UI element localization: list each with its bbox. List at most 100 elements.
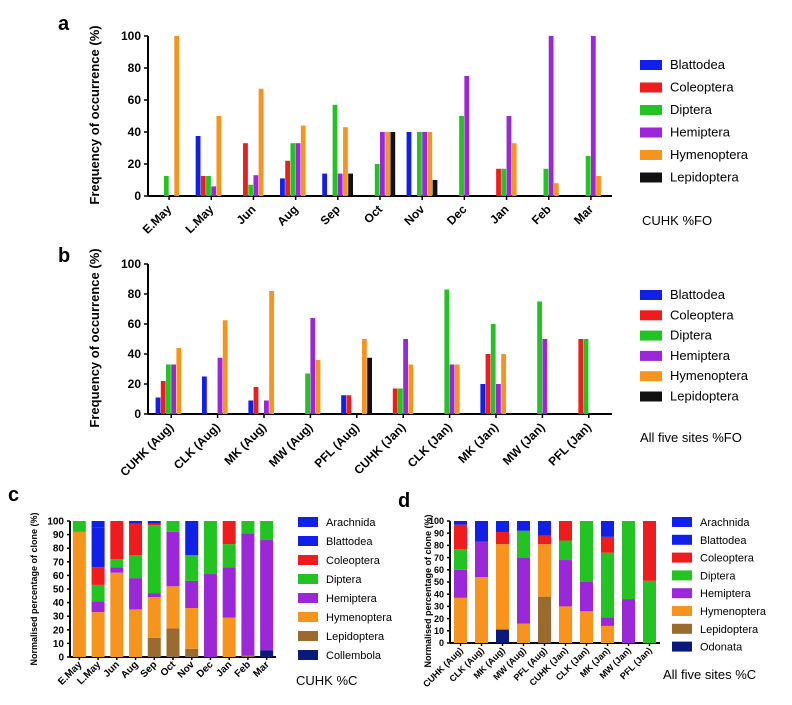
chart-a-bar-diptera	[163, 176, 169, 196]
chart-b-bar-coleoptera	[392, 388, 398, 414]
legend-a-label: Diptera	[670, 102, 713, 117]
chart-a-bar-lepidoptera	[390, 132, 396, 196]
legend-a-swatch	[640, 105, 662, 115]
chart-d-bar-hymenoptera	[475, 577, 488, 643]
chart-b-bar-hymenoptera	[501, 354, 506, 414]
chart-b-bar-diptera	[490, 324, 496, 414]
chart-a-y-tick-label: 80	[128, 61, 142, 75]
chart-a-bar-hymenoptera	[300, 125, 306, 196]
legend-c-swatch	[298, 593, 318, 603]
chart-a-bar-diptera	[206, 176, 211, 196]
chart-a-bar-hymenoptera	[258, 88, 264, 196]
chart-a-bar-diptera	[585, 156, 591, 196]
chart-c-y-tick-label: 90	[53, 530, 65, 541]
chart-c-bar-blattodea	[91, 527, 105, 568]
chart-c-bar-diptera	[203, 521, 217, 575]
chart-c-bar-hymenoptera	[72, 531, 86, 657]
chart-c: 0102030405060708090100E.MayL.MayJunAugSe…	[47, 517, 276, 688]
chart-c-y-tick-label: 100	[47, 517, 64, 528]
chart-b-bar-coleoptera	[485, 354, 491, 414]
chart-c-bar-diptera	[91, 584, 105, 602]
chart-b-x-tick-label: MK (Aug)	[222, 420, 270, 468]
chart-a-x-tick-label: Feb	[529, 202, 554, 227]
chart-c-bar-hemiptera	[185, 580, 199, 609]
chart-b-x-tick-label: PFL (Jan)	[546, 420, 594, 468]
chart-a: 0 20 40 60 80 100 E.May L.May Jun Aug Sep Oct Nov Dec…	[121, 29, 612, 237]
chart-c-bar-lepidoptera	[166, 628, 180, 657]
chart-b-y-tick-label: 80	[128, 287, 142, 301]
legend-b-label: Hemiptera	[670, 348, 731, 363]
chart-d-bar-diptera	[559, 540, 572, 561]
chart-b-y-tick-label: 20	[128, 377, 142, 391]
legend-d-label: Coleoptera	[700, 553, 755, 565]
chart-c-x-tick-label: Sep	[139, 659, 160, 680]
legend-b-swatch	[640, 310, 662, 321]
chart-a-bar-hymenoptera	[174, 36, 180, 196]
chart-d-y-tick-label: 90	[434, 528, 444, 538]
legend-c-label: Arachnida	[326, 517, 376, 529]
chart-c-bar-coleoptera	[91, 567, 105, 585]
panel-c-letter: c	[8, 484, 19, 506]
panel-b-letter: b	[58, 245, 70, 267]
chart-c-bar-hemiptera	[110, 567, 124, 573]
chart-b-bar-diptera	[583, 339, 589, 414]
chart-b-bar-blattodea	[155, 397, 161, 414]
legend-a: Blattodea Coleoptera Diptera Hemiptera Hymen…	[640, 57, 749, 185]
chart-d-bar-coleoptera	[559, 521, 572, 541]
chart-d-bar-hymenoptera	[454, 597, 467, 643]
chart-a-bar-coleoptera	[243, 143, 248, 196]
chart-b-bar-hymenoptera	[176, 348, 182, 414]
chart-b-bar-hymenoptera	[222, 320, 228, 414]
chart-a-bar-hemiptera	[590, 36, 596, 196]
legend-c-label: Coleoptera	[326, 555, 381, 567]
legend-d-swatch	[672, 623, 692, 634]
chart-d-bar-hymenoptera	[517, 623, 530, 643]
chart-a-bar-hymenoptera	[596, 176, 601, 196]
chart-b-bar-coleoptera	[578, 339, 584, 414]
chart-a-bar-diptera	[290, 143, 296, 196]
legend-c-swatch	[298, 536, 318, 546]
chart-d-y-tick-label: 50	[434, 577, 444, 587]
chart-c-bar-hemiptera	[129, 578, 143, 610]
chart-a-x-tick-label: Aug	[274, 202, 300, 228]
chart-d-bar-coleoptera	[601, 536, 614, 553]
legend-a-label: Hymenoptera	[670, 147, 749, 162]
legend-b-swatch	[640, 290, 662, 300]
chart-c-y-tick-label: 50	[53, 585, 65, 596]
chart-c-bar-diptera	[166, 521, 180, 532]
chart-c-y-tick-label: 0	[58, 653, 64, 664]
chart-d-bar-coleoptera	[643, 521, 656, 581]
chart-a-bar-hemiptera	[548, 36, 554, 196]
chart-a-bar-coleoptera	[285, 160, 291, 196]
chart-b-bar-hemiptera	[449, 364, 455, 414]
chart-a-bar-blattodea	[322, 173, 328, 196]
chart-d-y-tick-label: 60	[434, 565, 444, 575]
legend-d: Arachnida Blattodea Coleoptera Diptera Hemip…	[672, 517, 767, 654]
chart-a-bar-diptera	[543, 168, 549, 196]
chart-d-bar-hemiptera	[580, 582, 593, 612]
chart-b-bar-blattodea	[202, 376, 207, 414]
chart-b-bar-hemiptera	[310, 318, 316, 414]
legend-d-swatch	[672, 606, 692, 616]
legend-d-label: Odonata	[700, 642, 743, 654]
chart-c-y-tick-label: 30	[53, 612, 65, 623]
chart-d-bar-diptera	[622, 521, 635, 600]
chart-d-y-tick-label: 20	[434, 614, 444, 624]
chart-a-bar-hemiptera	[380, 132, 385, 196]
chart-c-bar-coleoptera	[129, 523, 143, 555]
legend-c-label: Hemiptera	[326, 593, 378, 605]
chart-b-bar-blattodea	[248, 400, 254, 414]
chart-a-bar-hemiptera	[506, 116, 512, 196]
chart-a-x-tick-label: Jun	[234, 202, 259, 227]
chart-b-bar-diptera	[305, 373, 310, 414]
chart-b-bar-hemiptera	[403, 339, 408, 414]
chart-b-bar-hymenoptera	[315, 360, 321, 414]
chart-b-bar-diptera	[444, 289, 450, 414]
legend-c-swatch	[298, 650, 318, 660]
chart-a-ylabel: Frequency of occurrence (%)	[87, 25, 102, 204]
chart-c-x-tick-label: Aug	[119, 659, 141, 681]
chart-c-y-tick-label: 10	[53, 639, 65, 650]
legend-b-label: Coleoptera	[670, 307, 734, 322]
chart-c-bar-hemiptera	[222, 567, 236, 618]
chart-c-bar-blattodea	[147, 521, 161, 524]
